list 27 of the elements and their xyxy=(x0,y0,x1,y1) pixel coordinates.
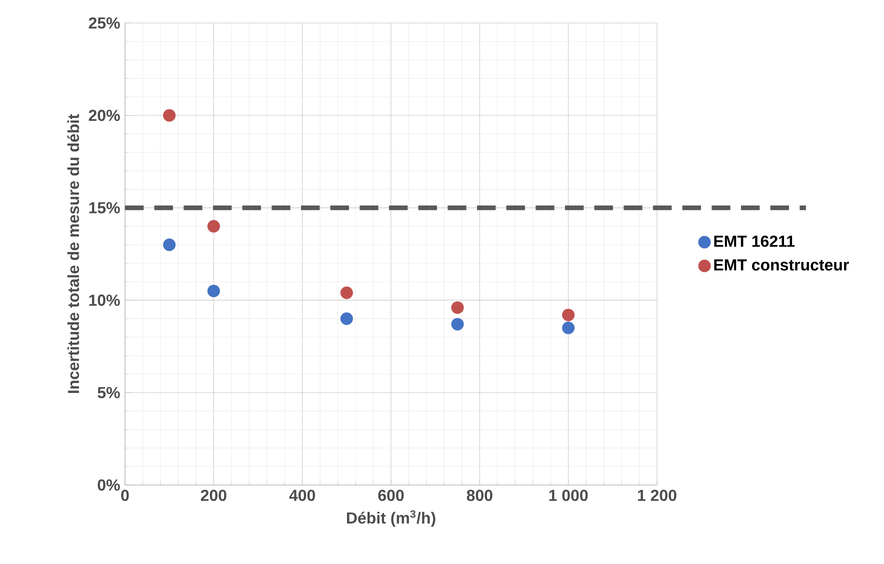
point xyxy=(340,286,353,300)
x-tick-label: 1 200 xyxy=(638,490,676,502)
y-tick-label: 10% xyxy=(89,294,120,306)
y-tick-label: 0% xyxy=(98,479,120,491)
point xyxy=(451,318,464,330)
point xyxy=(163,109,176,122)
point xyxy=(340,312,353,325)
point xyxy=(163,238,176,252)
x-axis-title: Débit (m$^{3}$/h) xyxy=(347,510,436,527)
y-tick-label: 15% xyxy=(89,202,120,214)
legend-label: EMT constructeur xyxy=(714,259,849,271)
point xyxy=(562,322,575,334)
x-tick-label: 800 xyxy=(466,490,492,502)
legend-label: EMT 16211 xyxy=(714,236,795,247)
point xyxy=(207,220,220,233)
x-tick-label: 200 xyxy=(200,490,226,502)
x-tick-label: 0 xyxy=(121,490,129,502)
y-tick-label: 25% xyxy=(88,17,120,29)
point xyxy=(451,301,464,314)
point xyxy=(207,284,220,298)
x-tick-label: 1 000 xyxy=(549,490,588,502)
point xyxy=(562,308,575,322)
x-tick-label: 600 xyxy=(378,490,404,502)
x-tick-label: 400 xyxy=(289,490,316,502)
y-axis-title: Incertitude totale de mesure du débit xyxy=(67,114,80,393)
y-tick-label: 5% xyxy=(98,386,120,398)
y-tick-label: 20% xyxy=(88,110,120,122)
